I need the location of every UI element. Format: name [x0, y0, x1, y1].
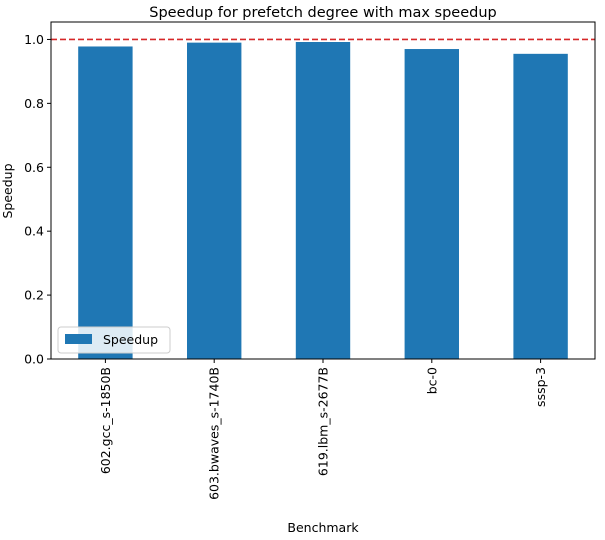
bar-602.gcc_s-1850B	[78, 46, 133, 359]
x-tick-label: 619.lbm_s-2677B	[316, 367, 331, 476]
bars-group	[78, 42, 568, 360]
plot-frame	[50, 21, 596, 360]
legend-box	[57, 326, 171, 354]
x-tick-label: sssp-3	[533, 367, 548, 407]
bar-sssp-3	[513, 53, 568, 359]
x-tick-label: 602.gcc_s-1850B	[98, 367, 113, 474]
x-tick-label: bc-0	[424, 367, 439, 394]
legend: Speedup	[57, 326, 171, 354]
y-tick-label: 0.2	[24, 288, 44, 303]
x-axis: 602.gcc_s-1850B 603.bwaves_s-1740B 619.lbm…	[98, 359, 548, 500]
bar-619.lbm_s-2677B	[295, 42, 351, 360]
bar-603.bwaves_s-1740B	[187, 42, 242, 359]
y-axis-label: Speedup	[0, 163, 15, 218]
x-tick-label: 603.bwaves_s-1740B	[207, 367, 222, 500]
y-tick-label: 0.4	[24, 224, 44, 239]
y-tick-label: 0.8	[24, 96, 44, 111]
x-axis-label: Benchmark	[287, 520, 359, 535]
bar-bc-0	[404, 49, 459, 359]
y-tick-label: 0.0	[24, 352, 44, 367]
y-tick-label: 1.0	[24, 32, 44, 47]
legend-swatch	[65, 334, 92, 344]
y-tick-label: 0.6	[24, 160, 44, 175]
y-axis: 0.0 0.2 0.4 0.6 0.8 1.0	[24, 32, 51, 367]
legend-label-speedup: Speedup	[103, 332, 158, 347]
chart-title: Speedup for prefetch degree with max spe…	[149, 5, 496, 21]
